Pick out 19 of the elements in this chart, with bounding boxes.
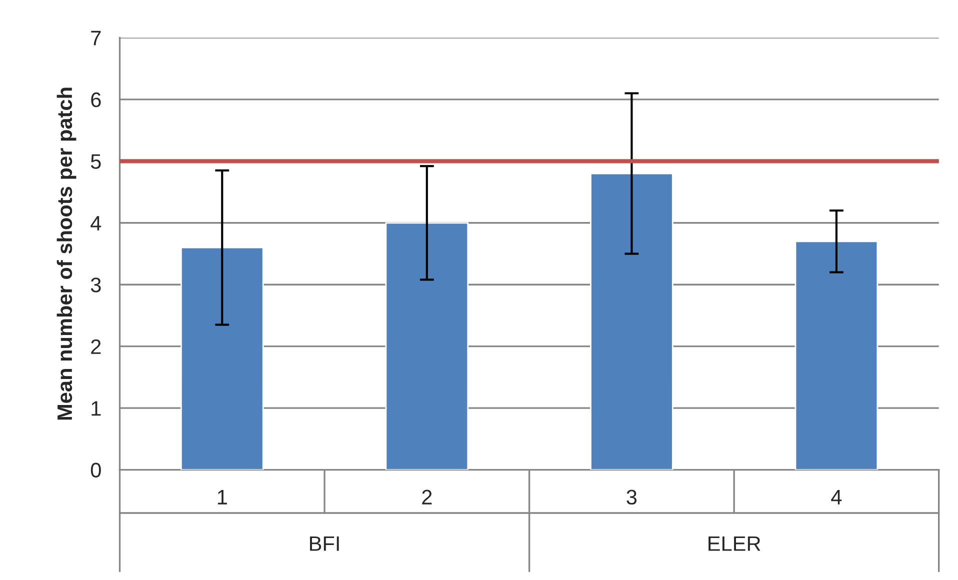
y-tick-label: 3 [90, 278, 101, 292]
x-tick-label: 1 [218, 490, 227, 504]
bar [385, 222, 469, 470]
y-tick-label: 7 [91, 30, 101, 46]
y-tick-label: 4 [90, 216, 102, 230]
y-tick-label: 1 [92, 401, 101, 416]
x-tick-label: 3 [626, 490, 637, 505]
bar [794, 240, 878, 470]
text: ELER [708, 536, 760, 551]
y-tick-label: 5 [90, 154, 101, 169]
y-tick-label: 6 [91, 92, 101, 108]
bar [590, 172, 674, 470]
bar [180, 246, 264, 470]
x-tick-label: 2 [422, 490, 432, 504]
x-tick-label: 4 [831, 490, 842, 504]
text: BFI [310, 536, 339, 551]
y-tick-label: 0 [90, 462, 101, 478]
y-tick-label: 2 [91, 339, 101, 354]
y-axis-title: Mean number of shoots per patch [56, 88, 76, 420]
